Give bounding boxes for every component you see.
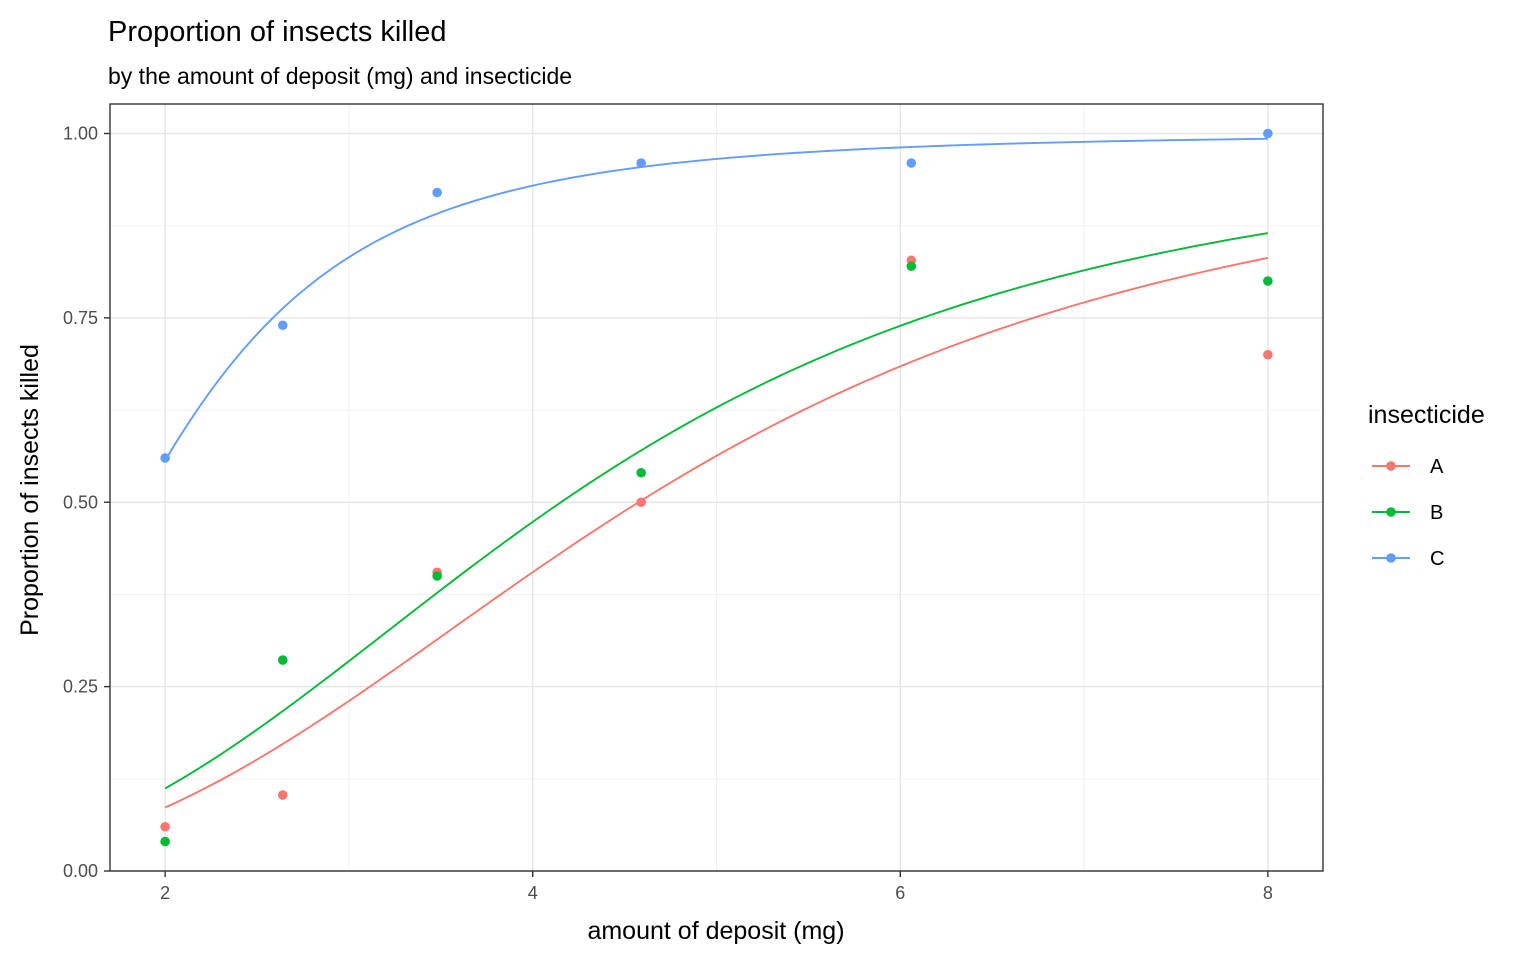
legend-key-point xyxy=(1386,553,1396,563)
legend-item-A: A xyxy=(1372,456,1444,478)
data-point-B xyxy=(432,571,442,581)
chart-subtitle: by the amount of deposit (mg) and insect… xyxy=(108,63,572,89)
y-tick-label: 0.75 xyxy=(63,308,98,328)
data-point-B xyxy=(160,836,170,847)
y-tick-label: 0.25 xyxy=(63,677,98,697)
x-tick-label: 4 xyxy=(528,883,538,903)
plot-panel xyxy=(109,103,1324,872)
legend-title: insecticide xyxy=(1368,401,1485,429)
data-point-C xyxy=(1263,128,1273,139)
x-tick-label: 6 xyxy=(895,883,905,903)
data-point-A xyxy=(277,790,288,800)
data-point-C xyxy=(160,453,170,463)
data-point-C xyxy=(636,158,646,168)
y-axis: 0.00 0.25 0.50 0.75 1.00 xyxy=(63,124,110,881)
y-tick-label: 1.00 xyxy=(63,124,98,144)
fit-line-B xyxy=(164,232,1269,790)
panel-border xyxy=(109,103,1324,872)
legend-items: A B C xyxy=(1372,456,1444,570)
legend: insecticide A B C xyxy=(1368,401,1485,570)
grid-major xyxy=(110,104,1323,872)
x-axis: 2 4 6 8 xyxy=(160,871,1273,903)
data-point-B xyxy=(906,261,917,272)
y-tick-label: 0.50 xyxy=(63,492,98,512)
chart-title: Proportion of insects killed xyxy=(108,16,447,48)
legend-item-B: B xyxy=(1372,502,1443,524)
legend-label: B xyxy=(1430,502,1443,524)
data-point-C xyxy=(906,158,917,168)
grid-minor xyxy=(110,104,1323,871)
legend-label: C xyxy=(1430,548,1444,570)
y-axis-title: Proportion of insects killed xyxy=(16,344,44,636)
y-tick-label: 0.00 xyxy=(63,861,98,881)
data-point-A xyxy=(160,821,170,832)
data-point-A xyxy=(636,497,646,508)
fitted-lines xyxy=(164,137,1269,809)
data-point-B xyxy=(277,655,288,665)
x-tick-label: 8 xyxy=(1263,883,1273,903)
data-point-B xyxy=(1263,276,1273,286)
data-point-A xyxy=(1263,349,1273,360)
legend-key-point xyxy=(1386,461,1396,471)
data-point-C xyxy=(277,320,288,331)
legend-item-C: C xyxy=(1372,548,1444,570)
fit-line-C xyxy=(164,137,1268,461)
legend-key-point xyxy=(1386,507,1396,517)
fit-line-A xyxy=(164,256,1269,809)
data-points xyxy=(160,128,1273,847)
data-point-B xyxy=(636,467,646,478)
x-axis-title: amount of deposit (mg) xyxy=(587,917,844,945)
legend-label: A xyxy=(1430,456,1444,478)
data-point-C xyxy=(432,187,442,198)
x-tick-label: 2 xyxy=(160,883,170,903)
